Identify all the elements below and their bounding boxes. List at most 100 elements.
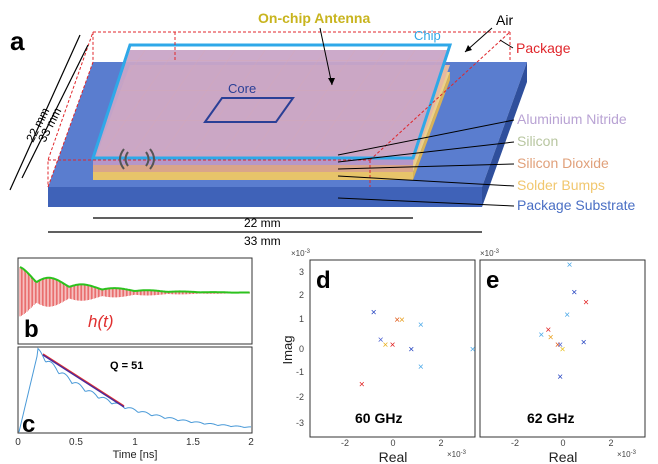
chip-label: Chip (414, 28, 441, 43)
package-leader (499, 39, 514, 49)
d-ytick-0: 0 (299, 344, 304, 354)
chip-outline (90, 43, 453, 160)
silicon-label: Silicon (517, 133, 558, 149)
d-xlabel: Real (379, 449, 408, 464)
d-xticks: -2 0 2 (341, 438, 444, 448)
impulse-envelope (19, 266, 250, 294)
left-dim-arrows (9, 34, 89, 191)
scatter-point: × (557, 340, 563, 351)
bottom-dim-inner: 22 mm (244, 216, 281, 230)
package-outline (47, 31, 511, 188)
d-ytick-3: 3 (299, 267, 304, 277)
chip-grid (93, 50, 450, 158)
e-xticks: -2 0 2 (511, 438, 614, 448)
scatter-point: × (378, 335, 384, 346)
substrate-label: Package Substrate (517, 197, 636, 213)
d-xtick-2: 2 (438, 438, 443, 448)
scatter-point: × (383, 340, 389, 351)
d-ylabel: Imag (280, 336, 295, 365)
scatter-point: × (548, 332, 554, 343)
antenna-icon (119, 148, 155, 170)
panel-letter-d: d (316, 267, 331, 294)
e-freq: 62 GHz (527, 410, 574, 426)
scatter-point: × (371, 307, 377, 318)
d-xtick-m2: -2 (341, 438, 349, 448)
d-ytick-2: 2 (299, 290, 304, 300)
panel-d-frame (309, 259, 476, 438)
scatter-point: × (545, 325, 551, 336)
layer-leaders (337, 119, 515, 207)
scatter-point: × (567, 260, 573, 271)
panel-b-frame (17, 257, 253, 345)
e-yexp: ×10-3 (480, 249, 500, 258)
scatter-point: × (359, 380, 365, 391)
scatter-point: × (557, 372, 563, 383)
substrate-front (48, 187, 482, 207)
panel-e: ×××××× × ××××× e 62 GHz ×10-3 -2 0 2 Real … (479, 249, 646, 464)
h-label: h(t) (88, 312, 114, 331)
bottom-dim-outer: 33 mm (244, 234, 281, 248)
d-ytick-1: 1 (299, 314, 304, 324)
c-xtick-4: 2 (248, 437, 254, 448)
d-ytick-m1: -1 (296, 367, 304, 377)
bumps-label: Solder Bumps (517, 177, 605, 193)
panel-c-frame (17, 346, 253, 434)
aln-label: Aluminium Nitride (517, 111, 627, 127)
d-yticks: 3 2 1 0 -1 -2 -3 (296, 267, 304, 428)
bumps-front (93, 172, 413, 180)
panel-letter-a: a (10, 26, 25, 56)
air-label: Air (496, 12, 513, 28)
e-xlabel: Real (549, 449, 578, 464)
scatter-point: × (408, 345, 414, 356)
d-freq: 60 GHz (355, 410, 402, 426)
panel-letter-c: c (22, 411, 35, 438)
sio2-front (93, 165, 413, 172)
e-xtick-2: 2 (608, 438, 613, 448)
panel-b: b h(t) (17, 257, 253, 345)
d-ytick-m3: -3 (296, 418, 304, 428)
c-xlabel: Time [ns] (113, 449, 158, 461)
decay-curve (18, 347, 251, 433)
bumps-side (413, 72, 450, 180)
scatter-point: × (399, 315, 405, 326)
antenna-leader (319, 27, 333, 86)
panel-letter-b: b (24, 316, 39, 343)
panel-a: a Core (9, 10, 636, 248)
scatter-point: × (571, 287, 577, 298)
package-label: Package (516, 40, 571, 56)
scatter-point: × (555, 340, 561, 351)
c-xtick-3: 1.5 (186, 437, 200, 448)
c-xtick-0: 0 (15, 437, 21, 448)
e-xtick-0: 0 (560, 438, 565, 448)
scatter-point: × (538, 330, 544, 341)
core-label: Core (228, 81, 256, 96)
e-xexp: ×10-3 (617, 450, 637, 459)
scatter-d: ××× ×× ×× × ××× (359, 307, 476, 390)
antenna-label: On-chip Antenna (258, 10, 370, 26)
scatter-point: × (418, 320, 424, 331)
fit-line-purple (42, 354, 125, 408)
c-xtick-2: 1 (132, 437, 138, 448)
scatter-point: × (583, 297, 589, 308)
c-xticks: 0 0.5 1 1.5 2 (15, 437, 254, 448)
panel-d: ××× ×× ×× × ××× d 60 GHz ×10-3 3 2 1 0 -1 -2… (280, 249, 476, 464)
c-xtick-1: 0.5 (69, 437, 83, 448)
panel-letter-e: e (486, 267, 499, 294)
bottom-dim-arrows (48, 217, 482, 233)
scatter-point: × (394, 315, 400, 326)
fit-line-red (42, 353, 125, 407)
scatter-point: × (560, 345, 566, 356)
d-yexp: ×10-3 (291, 249, 311, 258)
panel-c: Q = 51 c 0 0.5 1 1.5 2 Time [ns] (15, 346, 254, 461)
q-annotation: Q = 51 (110, 360, 143, 372)
substrate-side (482, 62, 527, 207)
d-xtick-0: 0 (390, 438, 395, 448)
scatter-point: × (418, 362, 424, 373)
panel-e-frame (479, 259, 646, 438)
scatter-point: × (470, 345, 476, 356)
scatter-point: × (390, 340, 396, 351)
d-ytick-m2: -2 (296, 392, 304, 402)
e-xtick-m2: -2 (511, 438, 519, 448)
d-xexp: ×10-3 (447, 450, 467, 459)
